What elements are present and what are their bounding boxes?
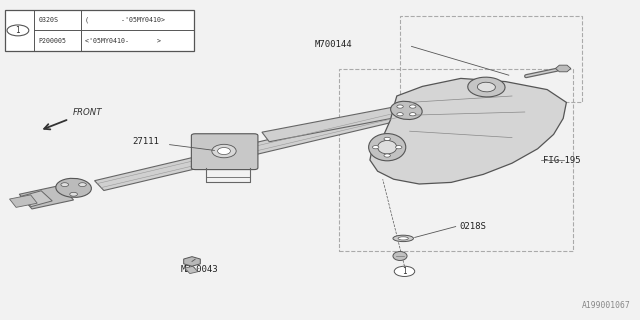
Ellipse shape bbox=[393, 235, 413, 242]
Circle shape bbox=[396, 146, 402, 149]
Polygon shape bbox=[20, 191, 52, 207]
Ellipse shape bbox=[468, 77, 505, 97]
Ellipse shape bbox=[398, 237, 408, 240]
Polygon shape bbox=[370, 78, 566, 184]
Circle shape bbox=[410, 113, 416, 116]
Polygon shape bbox=[10, 195, 37, 207]
Text: P200005: P200005 bbox=[38, 38, 67, 44]
Polygon shape bbox=[185, 266, 198, 274]
Text: M700144: M700144 bbox=[314, 40, 352, 49]
Circle shape bbox=[61, 183, 68, 187]
Text: 0218S: 0218S bbox=[460, 222, 486, 231]
Circle shape bbox=[7, 25, 29, 36]
Text: M250043: M250043 bbox=[180, 265, 218, 274]
Circle shape bbox=[397, 105, 403, 108]
Ellipse shape bbox=[369, 134, 406, 161]
Bar bbox=[400, 16, 582, 102]
Ellipse shape bbox=[212, 144, 236, 158]
Circle shape bbox=[372, 146, 379, 149]
Circle shape bbox=[397, 113, 403, 116]
Circle shape bbox=[394, 266, 415, 276]
Text: 1: 1 bbox=[402, 267, 407, 276]
Bar bbox=[5, 10, 194, 51]
Text: FRONT: FRONT bbox=[72, 108, 102, 117]
Circle shape bbox=[410, 105, 416, 108]
Circle shape bbox=[79, 183, 86, 187]
Ellipse shape bbox=[56, 178, 92, 197]
Bar bbox=[339, 69, 573, 251]
Text: (        -'05MY0410>: ( -'05MY0410> bbox=[85, 17, 165, 23]
Text: 1: 1 bbox=[15, 26, 20, 35]
Text: 0320S: 0320S bbox=[38, 17, 58, 23]
Text: A199001067: A199001067 bbox=[582, 301, 630, 310]
Ellipse shape bbox=[390, 101, 422, 119]
Polygon shape bbox=[19, 185, 74, 209]
Circle shape bbox=[384, 154, 390, 157]
Circle shape bbox=[70, 192, 77, 196]
Polygon shape bbox=[95, 110, 401, 190]
Text: <'05MY0410-       >: <'05MY0410- > bbox=[85, 38, 161, 44]
Circle shape bbox=[384, 137, 390, 140]
Polygon shape bbox=[262, 105, 413, 142]
Ellipse shape bbox=[393, 252, 407, 260]
FancyBboxPatch shape bbox=[191, 134, 258, 170]
Text: FIG.195: FIG.195 bbox=[543, 156, 580, 164]
Text: 27111: 27111 bbox=[132, 137, 159, 146]
Ellipse shape bbox=[378, 140, 397, 154]
Ellipse shape bbox=[477, 82, 495, 92]
Ellipse shape bbox=[218, 148, 230, 155]
